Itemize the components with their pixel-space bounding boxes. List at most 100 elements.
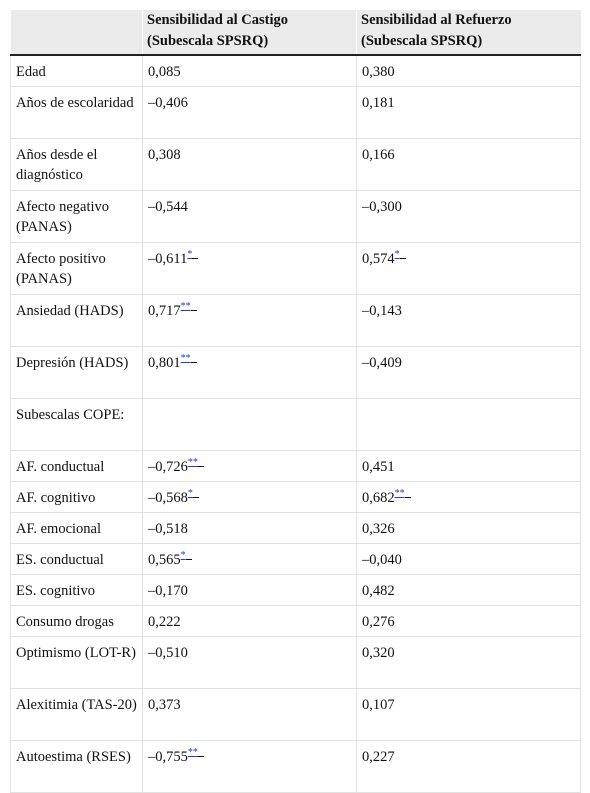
cell-castigo: 0,717**: [142, 294, 357, 347]
header-sensibilidad-refuerzo: Sensibilidad al Refuerzo (Subescala SPSR…: [356, 10, 581, 56]
cell-value: –0,518: [148, 521, 188, 537]
table-row: Alexitimia (TAS-20) 0,373 0,107: [10, 688, 581, 741]
significance-marker: **: [395, 488, 405, 499]
table-body: Edad 0,085 0,380 Años de escolaridad –0,406 0…: [10, 55, 581, 793]
significance-footnote-link[interactable]: *: [187, 488, 193, 499]
cell-value: –0,040: [362, 552, 402, 568]
table-row: Subescalas COPE:: [10, 398, 581, 451]
cell-value: 0,482: [362, 583, 395, 599]
cell-value: 0,682: [362, 490, 395, 506]
table-row: Depresión (HADS) 0,801** –0,409: [10, 346, 581, 399]
cell-castigo: 0,373: [142, 688, 357, 741]
cell-refuerzo: –0,040: [356, 543, 581, 575]
row-label: AF. emocional: [10, 512, 143, 544]
row-label: Ansiedad (HADS): [10, 294, 143, 347]
row-label: Afecto positivo (PANAS): [10, 242, 143, 295]
cell-refuerzo: 0,326: [356, 512, 581, 544]
cell-value: 0,801: [148, 355, 181, 371]
cell-value: 0,373: [148, 697, 181, 713]
significance-footnote-link[interactable]: **: [187, 747, 198, 758]
header-variable: [10, 10, 143, 56]
row-label: Depresión (HADS): [10, 346, 143, 399]
row-label: Consumo drogas: [10, 605, 143, 637]
row-label: AF. cognitivo: [10, 481, 143, 513]
cell-value: 0,085: [148, 64, 181, 80]
significance-marker: **: [181, 353, 191, 364]
cell-castigo: 0,308: [142, 138, 357, 191]
cell-castigo: 0,222: [142, 605, 357, 637]
table-row: Edad 0,085 0,380: [10, 55, 581, 87]
cell-value: –0,406: [148, 95, 188, 111]
table-row: Ansiedad (HADS) 0,717** –0,143: [10, 294, 581, 347]
correlation-table-container: Sensibilidad al Castigo (Subescala SPSRQ…: [10, 10, 581, 793]
table-row: ES. cognitivo –0,170 0,482: [10, 574, 581, 606]
cell-value: –0,170: [148, 583, 188, 599]
cell-value: 0,451: [362, 459, 395, 475]
table-row: Afecto negativo (PANAS) –0,544 –0,300: [10, 190, 581, 243]
cell-castigo: –0,518: [142, 512, 357, 544]
table-row: Optimismo (LOT-R) –0,510 0,320: [10, 636, 581, 689]
significance-footnote-link[interactable]: **: [394, 488, 405, 499]
cell-value: 0,107: [362, 697, 395, 713]
table-row: AF. emocional –0,518 0,326: [10, 512, 581, 544]
cell-value: 0,320: [362, 645, 395, 661]
cell-refuerzo: [356, 398, 581, 451]
table-row: Años de escolaridad –0,406 0,181: [10, 86, 581, 139]
cell-refuerzo: 0,380: [356, 55, 581, 87]
footnote-underline: [399, 258, 406, 259]
cell-value: –0,510: [148, 645, 188, 661]
row-label: Subescalas COPE:: [10, 398, 143, 451]
cell-refuerzo: 0,682**: [356, 481, 581, 513]
significance-marker: *: [187, 249, 192, 260]
cell-castigo: –0,611*: [142, 242, 357, 295]
header-row: Sensibilidad al Castigo (Subescala SPSRQ…: [10, 10, 581, 56]
row-label: Afecto negativo (PANAS): [10, 190, 143, 243]
cell-castigo: 0,801**: [142, 346, 357, 399]
cell-value: 0,565: [148, 552, 181, 568]
cell-value: 0,717: [148, 303, 181, 319]
significance-footnote-link[interactable]: **: [180, 353, 191, 364]
header-sensibilidad-castigo: Sensibilidad al Castigo (Subescala SPSRQ…: [142, 10, 357, 56]
row-label: ES. cognitivo: [10, 574, 143, 606]
cell-castigo: –0,755**: [142, 740, 357, 793]
footnote-underline: [192, 258, 199, 259]
cell-castigo: [142, 398, 357, 451]
table-row: Años desde el diagnóstico 0,308 0,166: [10, 138, 581, 191]
significance-marker: *: [181, 550, 186, 561]
cell-castigo: 0,085: [142, 55, 357, 87]
cell-castigo: –0,726**: [142, 450, 357, 482]
significance-footnote-link[interactable]: **: [180, 301, 191, 312]
cell-refuerzo: 0,166: [356, 138, 581, 191]
row-label: Autoestima (RSES): [10, 740, 143, 793]
significance-marker: **: [181, 301, 191, 312]
significance-footnote-link[interactable]: *: [394, 249, 400, 260]
cell-value: 0,276: [362, 614, 395, 630]
significance-footnote-link[interactable]: **: [187, 457, 198, 468]
significance-marker: **: [188, 747, 198, 758]
cell-refuerzo: 0,107: [356, 688, 581, 741]
cell-value: 0,227: [362, 749, 395, 765]
cell-value: –0,409: [362, 355, 402, 371]
cell-value: 0,574: [362, 251, 395, 267]
cell-value: –0,568: [148, 490, 188, 506]
significance-footnote-link[interactable]: *: [187, 249, 193, 260]
cell-castigo: –0,510: [142, 636, 357, 689]
row-label: Edad: [10, 55, 143, 87]
significance-marker: *: [188, 488, 193, 499]
cell-value: 0,166: [362, 147, 395, 163]
cell-value: 0,308: [148, 147, 181, 163]
cell-value: 0,326: [362, 521, 395, 537]
cell-castigo: –0,568*: [142, 481, 357, 513]
footnote-underline: [190, 310, 197, 311]
footnote-underline: [404, 497, 411, 498]
cell-refuerzo: 0,574*: [356, 242, 581, 295]
footnote-underline: [185, 559, 192, 560]
significance-footnote-link[interactable]: *: [180, 550, 186, 561]
footnote-underline: [192, 497, 199, 498]
cell-value: –0,755: [148, 749, 188, 765]
table-row: Afecto positivo (PANAS) –0,611* 0,574*: [10, 242, 581, 295]
cell-refuerzo: 0,181: [356, 86, 581, 139]
table-header: Sensibilidad al Castigo (Subescala SPSRQ…: [10, 10, 581, 56]
cell-refuerzo: 0,451: [356, 450, 581, 482]
cell-castigo: –0,170: [142, 574, 357, 606]
